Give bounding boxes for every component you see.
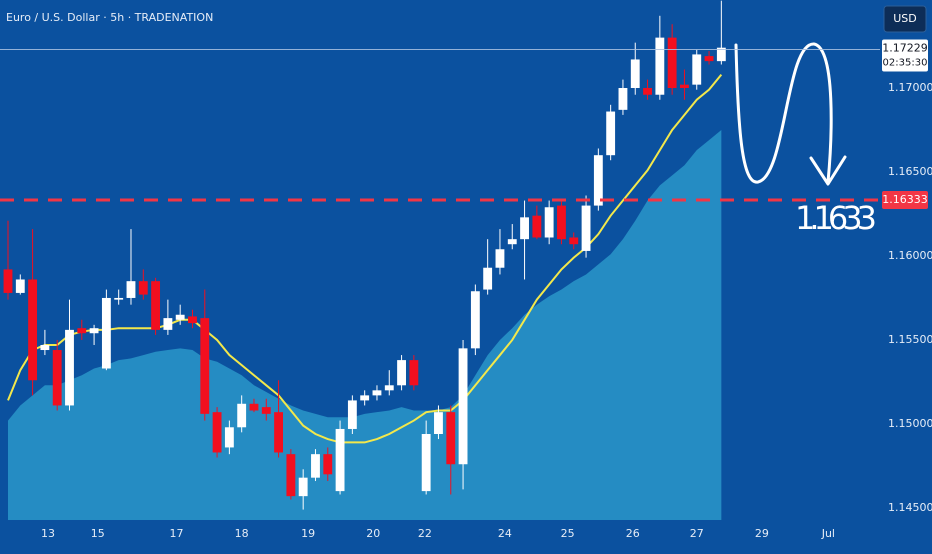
- candle-body: [397, 360, 406, 386]
- candle-body: [655, 37, 665, 95]
- candle-body: [716, 47, 726, 62]
- candle-body: [249, 403, 259, 411]
- candle-body: [692, 54, 702, 85]
- x-tick-label: 29: [755, 527, 769, 540]
- x-tick-label: 19: [301, 527, 315, 540]
- candle-body: [495, 249, 505, 268]
- x-tick-label: 25: [561, 527, 575, 540]
- candle-body: [3, 269, 13, 293]
- candle-body: [434, 412, 443, 435]
- candle-body: [483, 267, 493, 290]
- candle-body: [163, 318, 173, 330]
- currency-button[interactable]: [883, 5, 927, 33]
- y-tick-label: 1.16000: [888, 249, 932, 262]
- x-tick-label: 13: [41, 527, 55, 540]
- candle-body: [15, 279, 25, 293]
- annotation: 1.1633: [795, 199, 877, 237]
- candle-body: [311, 454, 320, 478]
- candle-body: [520, 217, 529, 240]
- x-tick-label: 22: [418, 527, 432, 540]
- candle-body: [606, 111, 616, 156]
- candle-body: [347, 400, 357, 429]
- candle-body: [89, 328, 99, 334]
- candle-body: [446, 412, 456, 465]
- candle-body: [224, 427, 234, 448]
- candle-body: [335, 428, 345, 492]
- candle-body: [261, 407, 271, 414]
- y-tick-label: 1.17000: [888, 81, 932, 94]
- candle-body: [28, 279, 38, 381]
- candle-body: [126, 281, 136, 298]
- candle-body: [544, 207, 554, 238]
- last-price-label: 1.17229: [882, 42, 928, 55]
- indicator-area: [7, 130, 722, 520]
- candle-body: [188, 316, 197, 324]
- candle-body: [667, 37, 677, 89]
- chart-title: Euro / U.S. Dollar · 5h · TRADENATION: [6, 11, 213, 24]
- y-tick-label: 1.15000: [888, 417, 932, 430]
- candle-body: [618, 88, 628, 110]
- candle-body: [569, 237, 579, 245]
- x-tick-label: Jul: [821, 527, 835, 540]
- candle-body: [409, 360, 419, 386]
- countdown-label: 02:35:30: [883, 58, 928, 69]
- x-tick-label: 18: [235, 527, 249, 540]
- candle-body: [138, 281, 148, 295]
- candle-body: [421, 434, 431, 492]
- candle-body: [323, 454, 333, 475]
- forecast-arrow: [734, 42, 847, 186]
- candle-body: [101, 297, 111, 369]
- y-tick-label: 1.16500: [888, 165, 932, 178]
- level-label: 1.16333: [882, 193, 928, 206]
- candle-body: [298, 477, 308, 497]
- candle-body: [200, 318, 210, 414]
- candle-body: [372, 390, 382, 396]
- candle-body: [384, 385, 394, 391]
- candle-body: [212, 412, 222, 453]
- candle-body: [65, 329, 74, 406]
- x-tick-label: 26: [626, 527, 640, 540]
- candle-body: [237, 403, 247, 428]
- level-label-box: [882, 191, 928, 210]
- candle-body: [704, 56, 714, 62]
- candle-body: [458, 348, 468, 465]
- candle-body: [274, 412, 284, 453]
- candle-body: [40, 344, 50, 351]
- x-tick-label: 24: [498, 527, 512, 540]
- candle-body: [581, 205, 591, 251]
- x-tick-label: 27: [690, 527, 704, 540]
- candle-body: [360, 395, 370, 401]
- candle-body: [643, 88, 652, 95]
- x-tick-label: 17: [169, 527, 183, 540]
- y-tick-label: 1.15500: [888, 333, 932, 346]
- last-price-box: [882, 39, 928, 72]
- moving-average: [7, 73, 723, 444]
- candle-body: [151, 281, 161, 330]
- y-tick-label: 1.14500: [888, 501, 932, 514]
- candle-body: [77, 328, 87, 334]
- candle-body: [175, 314, 185, 320]
- candle-body: [286, 454, 296, 497]
- x-tick-label: 20: [366, 527, 380, 540]
- candle-body: [680, 84, 689, 89]
- candle-body: [630, 59, 640, 89]
- candle-body: [114, 297, 124, 300]
- candle-body: [557, 205, 566, 240]
- candle-body: [470, 291, 480, 349]
- currency-label[interactable]: USD: [893, 12, 917, 25]
- x-tick-label: 15: [91, 527, 105, 540]
- candle-body: [593, 155, 603, 206]
- plot-area: [3, 0, 726, 520]
- candle-body: [532, 215, 542, 238]
- candle-body: [507, 239, 517, 245]
- candle-body: [52, 350, 62, 406]
